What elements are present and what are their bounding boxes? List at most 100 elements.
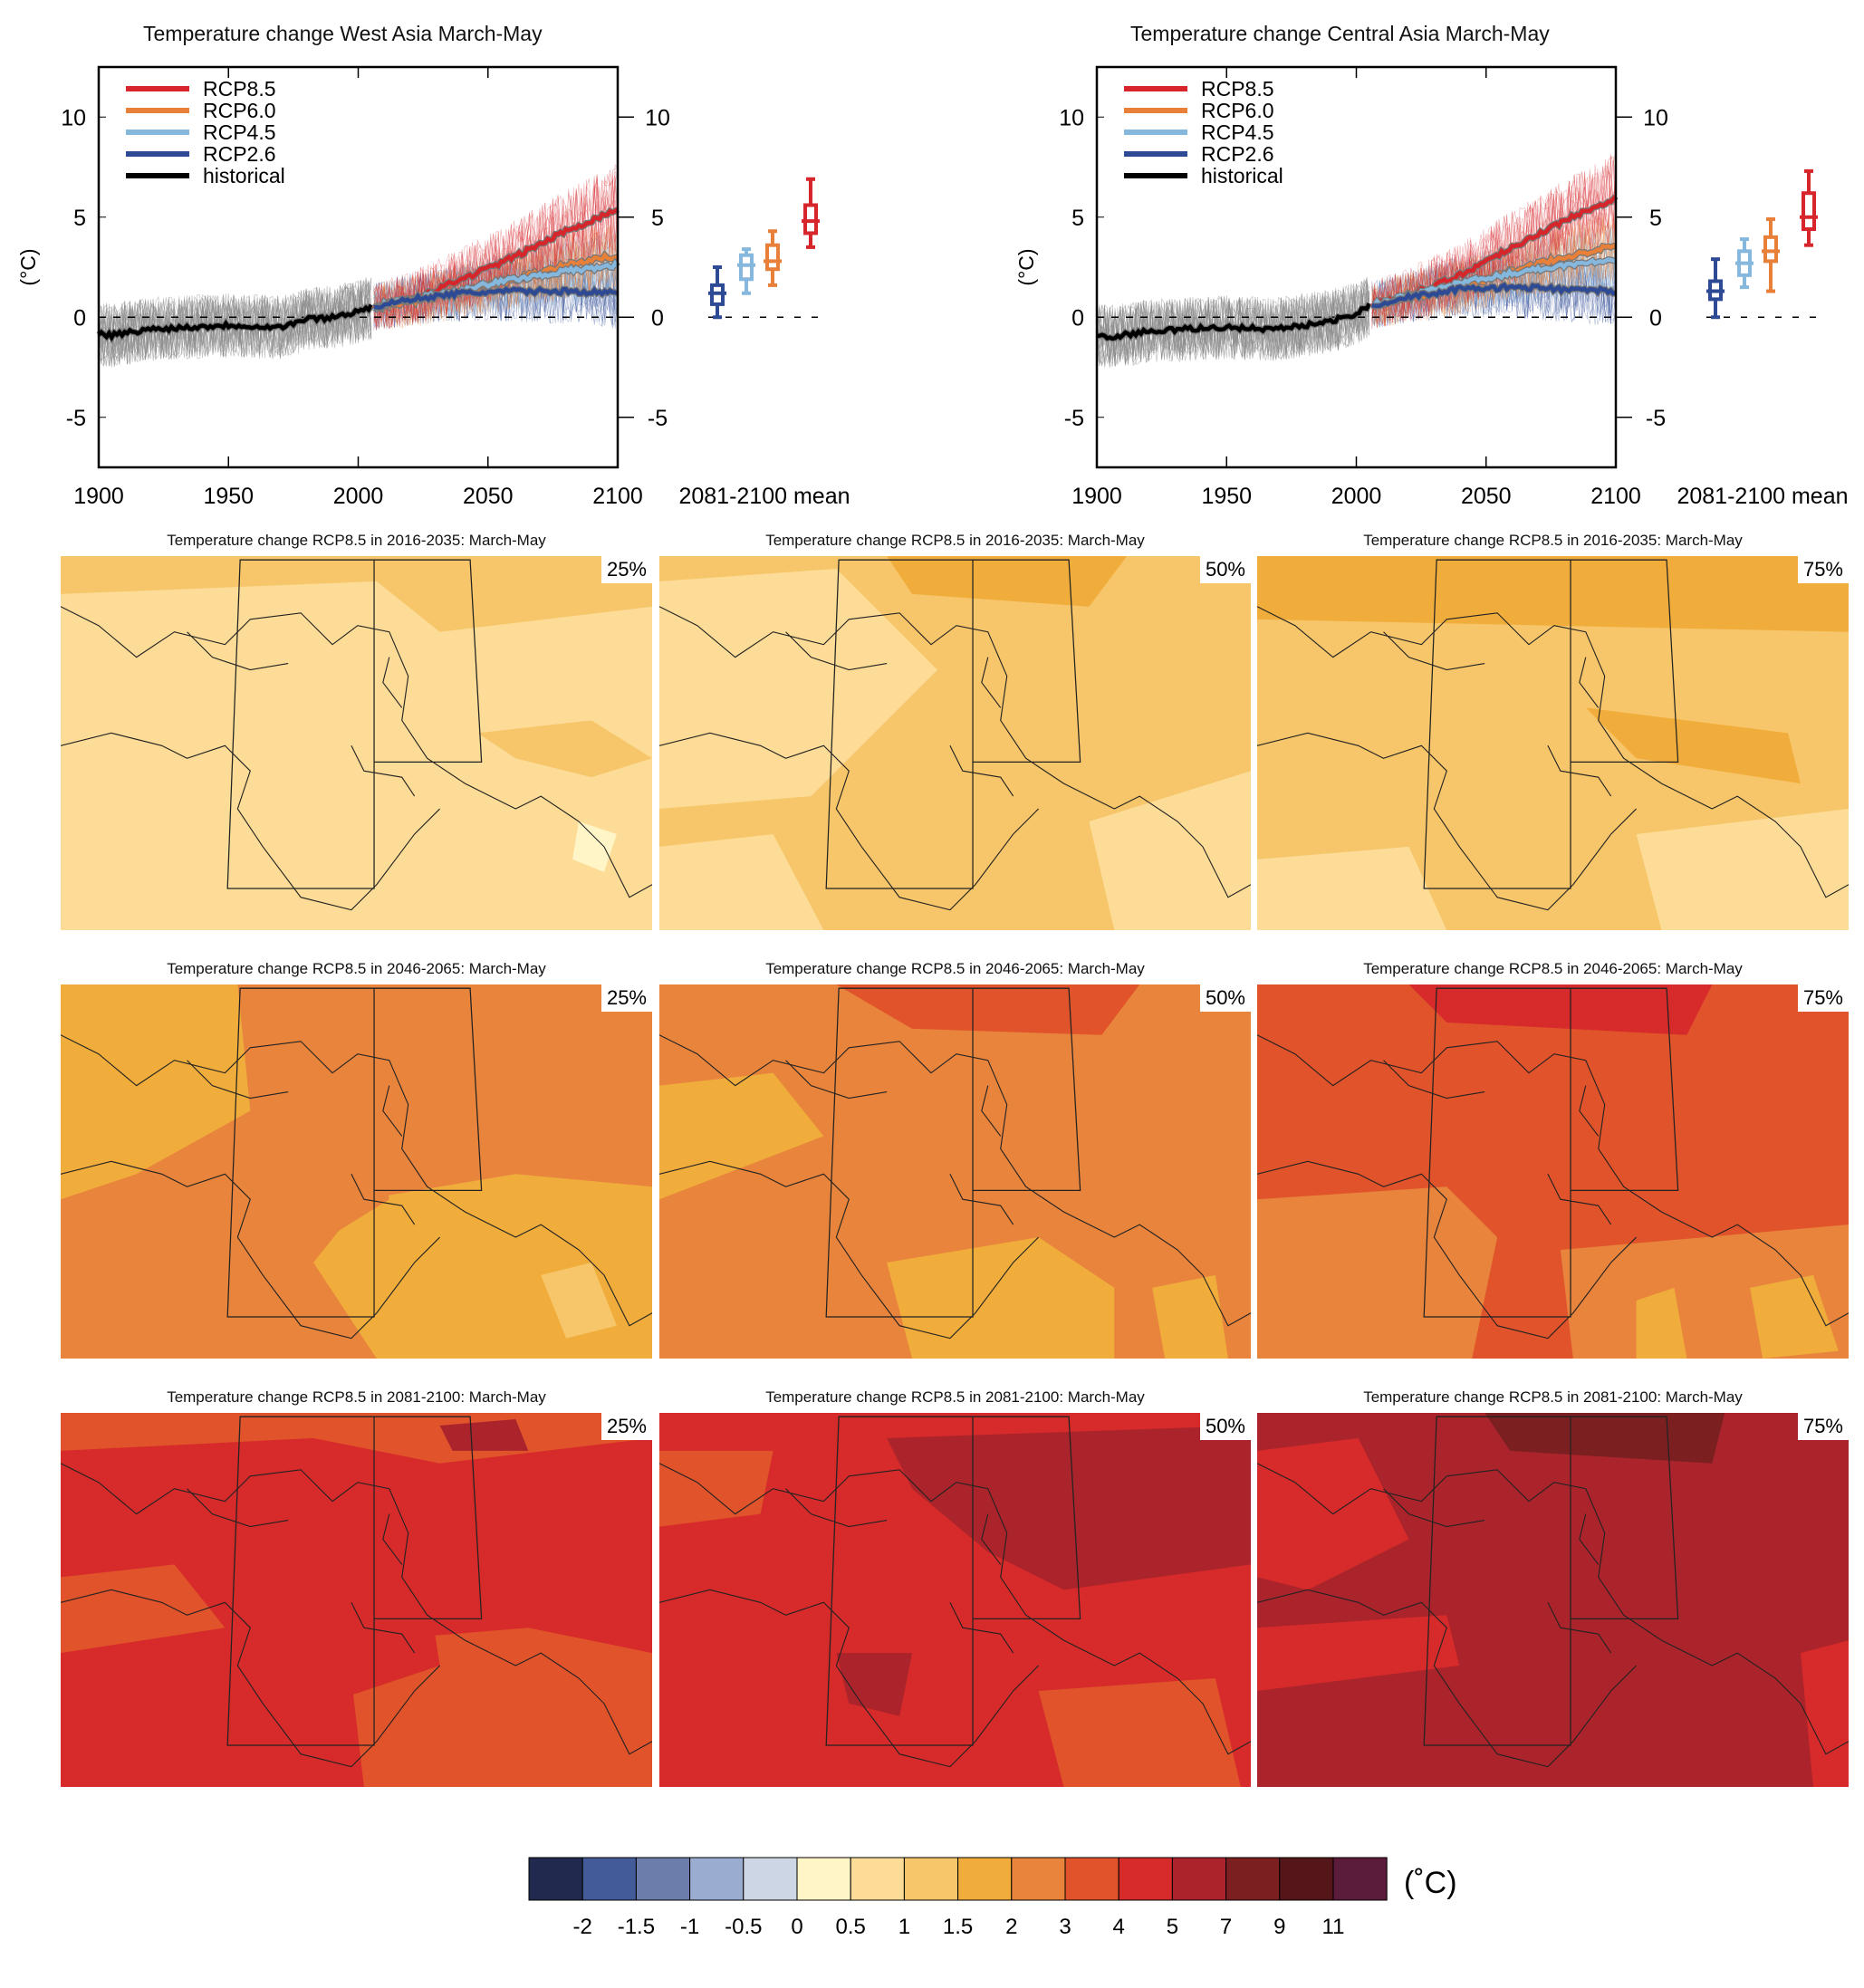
map-title: Temperature change RCP8.5 in 2016-2035: … bbox=[167, 532, 546, 549]
temperature-change-map: 50% bbox=[659, 984, 1251, 1359]
colorbar-tick-label: 11 bbox=[1322, 1915, 1345, 1939]
percentile-label: 50% bbox=[1199, 556, 1251, 583]
map-contour-region bbox=[439, 1418, 529, 1451]
model-run-RCP8.5 bbox=[1371, 167, 1617, 326]
x-tick-label: 1900 bbox=[1071, 484, 1122, 507]
boxplot-label: 2081-2100 mean bbox=[1677, 484, 1848, 507]
model-run-RCP8.5 bbox=[1371, 165, 1617, 322]
coastline bbox=[1257, 1034, 1849, 1340]
model-run-RCP8.5 bbox=[373, 183, 619, 330]
y-tick-label-right: -5 bbox=[648, 406, 668, 431]
central-asia-region-box bbox=[1571, 987, 1679, 1192]
legend-label-RCP4.5: RCP4.5 bbox=[203, 120, 276, 144]
percentile-label: 75% bbox=[1797, 556, 1849, 583]
map-contour-region bbox=[1585, 707, 1801, 784]
map-contour-region bbox=[1484, 1413, 1725, 1464]
coastline bbox=[659, 1463, 1251, 1768]
map-contour-region bbox=[1257, 846, 1447, 930]
model-run-RCP4.5 bbox=[1371, 227, 1617, 324]
west-asia-region-box bbox=[226, 559, 375, 889]
historical-model-run bbox=[1096, 285, 1370, 364]
west-asia-region-box bbox=[226, 987, 375, 1318]
map-contour-region bbox=[61, 984, 251, 1200]
colorbar-tick-label: 7 bbox=[1220, 1915, 1232, 1939]
coastline bbox=[659, 606, 1251, 911]
map-canvas bbox=[659, 1413, 1251, 1787]
map-canvas bbox=[659, 984, 1251, 1359]
percentile-label: 50% bbox=[1199, 1413, 1251, 1440]
west-asia-title: Temperature change West Asia March-May bbox=[143, 22, 543, 45]
map-contour-region bbox=[1152, 1274, 1228, 1359]
legend-label-RCP4.5: RCP4.5 bbox=[1201, 120, 1274, 144]
map-canvas bbox=[61, 984, 652, 1359]
coastline bbox=[61, 1034, 652, 1340]
colorbar-tick-label: 9 bbox=[1273, 1915, 1285, 1939]
map-title: Temperature change RCP8.5 in 2081-2100: … bbox=[1363, 1388, 1743, 1406]
west-asia-region-box bbox=[226, 1416, 375, 1746]
map-contour-region bbox=[1636, 809, 1849, 930]
colorbar-tick-label: 1 bbox=[898, 1915, 910, 1939]
colorbar-unit-label: (˚C) bbox=[1404, 1866, 1457, 1900]
model-run-RCP2.6 bbox=[1371, 255, 1617, 324]
colorbar-swatch bbox=[903, 1857, 959, 1901]
model-run-RCP8.5 bbox=[373, 174, 619, 331]
colorbar-tick-label: 4 bbox=[1113, 1915, 1125, 1939]
map-contour-region bbox=[1257, 984, 1435, 1061]
legend-label-RCP6.0: RCP6.0 bbox=[1201, 99, 1274, 122]
boxplot-label: 2081-2100 mean bbox=[678, 484, 850, 507]
colorbar-tick-label: 5 bbox=[1167, 1915, 1178, 1939]
y-axis-label: (°C) bbox=[1014, 248, 1038, 285]
model-run-RCP8.5 bbox=[1371, 161, 1617, 322]
colorbar-tick-label: 3 bbox=[1059, 1915, 1071, 1939]
temperature-change-map: 75% bbox=[1257, 556, 1849, 930]
model-run-RCP6.0 bbox=[373, 226, 619, 328]
colorbar-swatch bbox=[957, 1857, 1013, 1901]
map-contour-region bbox=[1257, 1186, 1498, 1359]
map-contour-region bbox=[1636, 1287, 1687, 1359]
colorbar-swatch bbox=[743, 1857, 798, 1901]
map-contour-region bbox=[659, 1072, 824, 1200]
percentile-label: 75% bbox=[1797, 984, 1849, 1012]
model-run-RCP8.5 bbox=[373, 166, 619, 323]
map-contour-region bbox=[541, 1262, 617, 1339]
model-run-RCP2.6 bbox=[1371, 259, 1617, 327]
legend-label-RCP6.0: RCP6.0 bbox=[203, 99, 276, 122]
mean-line-historical bbox=[97, 303, 373, 342]
boxplot-box-RCP4.5 bbox=[739, 253, 754, 282]
map-contour-region bbox=[659, 833, 824, 930]
map-title: Temperature change RCP8.5 in 2046-2065: … bbox=[1363, 960, 1743, 977]
model-run-RCP4.5 bbox=[373, 237, 619, 331]
map-contour-region bbox=[887, 1237, 1115, 1359]
x-tick-label: 2050 bbox=[1461, 484, 1512, 507]
temperature-change-map: 75% bbox=[1257, 984, 1849, 1359]
model-run-RCP8.5 bbox=[1371, 166, 1617, 330]
percentile-label: 25% bbox=[601, 984, 652, 1012]
map-canvas bbox=[1257, 984, 1849, 1359]
colorbar-swatch bbox=[1171, 1857, 1227, 1901]
coastline bbox=[1257, 1463, 1849, 1768]
legend-label-historical: historical bbox=[1201, 164, 1283, 187]
y-tick-label-right: 5 bbox=[651, 206, 664, 231]
map-title: Temperature change RCP8.5 in 2046-2065: … bbox=[167, 960, 546, 977]
central-asia-region-box bbox=[973, 559, 1081, 764]
x-tick-label: 1900 bbox=[73, 484, 124, 507]
boxplot-box-RCP6.0 bbox=[765, 243, 780, 272]
model-run-RCP6.0 bbox=[373, 229, 619, 324]
y-tick-label: 0 bbox=[73, 305, 86, 331]
legend-label-historical: historical bbox=[203, 164, 285, 187]
x-tick-label: 2100 bbox=[592, 484, 643, 507]
coastline bbox=[1257, 606, 1849, 911]
colorbar-tick-label: -2 bbox=[573, 1915, 592, 1939]
legend-label-RCP8.5: RCP8.5 bbox=[203, 77, 276, 101]
model-run-RCP4.5 bbox=[373, 234, 619, 322]
y-axis-label: (°C) bbox=[16, 248, 40, 285]
model-run-RCP6.0 bbox=[1371, 217, 1617, 321]
map-canvas bbox=[61, 556, 652, 930]
y-tick-label-right: 0 bbox=[651, 305, 664, 331]
x-tick-label: 2000 bbox=[333, 484, 384, 507]
model-run-RCP6.0 bbox=[1371, 210, 1617, 318]
colorbar-swatch bbox=[1011, 1857, 1066, 1901]
map-title: Temperature change RCP8.5 in 2046-2065: … bbox=[765, 960, 1145, 977]
y-tick-label-right: -5 bbox=[1646, 406, 1666, 431]
model-run-RCP8.5 bbox=[373, 169, 619, 329]
